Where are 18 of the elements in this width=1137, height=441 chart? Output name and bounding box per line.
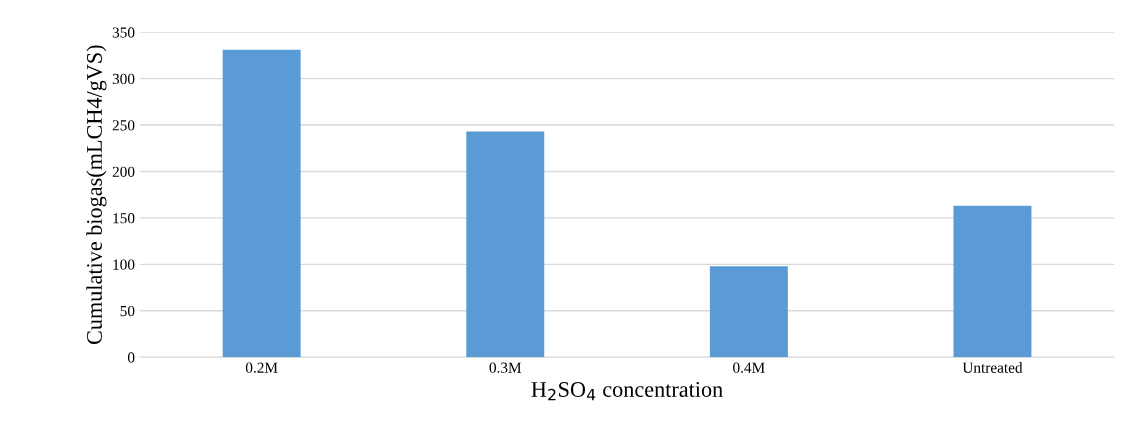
y-tick-label: 150	[113, 213, 135, 224]
bar	[953, 205, 1032, 358]
bar	[222, 49, 301, 358]
y-tick-label: 100	[113, 259, 135, 270]
bar	[466, 131, 545, 358]
x-tick-label: 0.4M	[733, 362, 765, 373]
y-tick-label: 200	[112, 166, 135, 177]
x-tick-label: 0.2M	[245, 362, 278, 373]
y-tick-label: 350	[112, 27, 135, 38]
x-axis-title: H$_{2}$SO$_{4}$ concentration	[531, 382, 723, 401]
y-tick-label: 0	[127, 352, 135, 363]
x-tick-label: 0.3M	[489, 362, 522, 373]
y-axis-title: Cumulative biogas(mLCH4/gVS)	[86, 45, 107, 345]
y-tick-label: 250	[112, 120, 135, 131]
bar	[709, 266, 788, 358]
x-tick-label: Untreated	[962, 362, 1023, 373]
y-tick-label: 50	[120, 305, 135, 317]
y-tick-label: 300	[112, 73, 135, 85]
